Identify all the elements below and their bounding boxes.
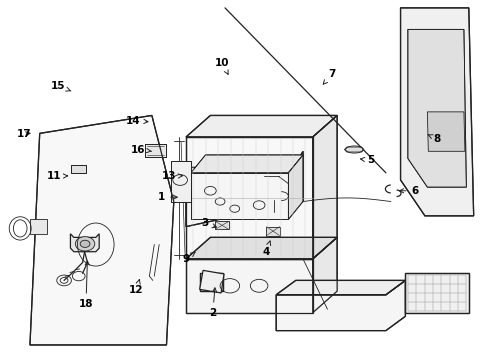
Text: 5: 5 — [360, 155, 374, 165]
Polygon shape — [276, 280, 405, 295]
Polygon shape — [405, 273, 468, 313]
Text: 4: 4 — [262, 241, 270, 257]
Polygon shape — [427, 112, 464, 151]
Polygon shape — [185, 137, 312, 259]
Polygon shape — [30, 220, 47, 234]
Text: 1: 1 — [158, 192, 177, 202]
Polygon shape — [400, 8, 473, 216]
Text: 11: 11 — [47, 171, 67, 181]
Polygon shape — [266, 226, 279, 235]
Polygon shape — [312, 237, 336, 313]
Polygon shape — [344, 147, 363, 152]
Text: 16: 16 — [131, 144, 151, 154]
Polygon shape — [144, 144, 166, 157]
Polygon shape — [30, 116, 173, 345]
Polygon shape — [185, 259, 312, 313]
Text: 13: 13 — [162, 171, 182, 181]
Polygon shape — [185, 151, 303, 226]
Polygon shape — [288, 155, 303, 220]
Polygon shape — [71, 165, 86, 173]
Circle shape — [80, 240, 90, 247]
Circle shape — [75, 237, 95, 251]
Text: 17: 17 — [17, 129, 31, 139]
Polygon shape — [70, 234, 99, 252]
Polygon shape — [215, 221, 228, 229]
Polygon shape — [199, 270, 224, 293]
Polygon shape — [171, 161, 190, 202]
Text: 10: 10 — [215, 58, 229, 75]
Text: 7: 7 — [323, 69, 335, 84]
Polygon shape — [185, 237, 336, 259]
Polygon shape — [407, 30, 466, 187]
Text: 12: 12 — [129, 280, 143, 296]
Text: 14: 14 — [126, 116, 148, 126]
Text: 2: 2 — [209, 288, 216, 318]
Text: 18: 18 — [79, 261, 93, 309]
Polygon shape — [199, 273, 222, 291]
Polygon shape — [190, 155, 303, 173]
Text: 9: 9 — [182, 252, 195, 264]
Polygon shape — [276, 280, 405, 330]
Polygon shape — [312, 116, 336, 259]
Text: 6: 6 — [399, 186, 418, 196]
Text: 15: 15 — [51, 81, 71, 91]
Text: 8: 8 — [427, 134, 440, 144]
Text: 3: 3 — [201, 218, 216, 228]
Polygon shape — [185, 116, 336, 137]
Polygon shape — [190, 173, 288, 220]
